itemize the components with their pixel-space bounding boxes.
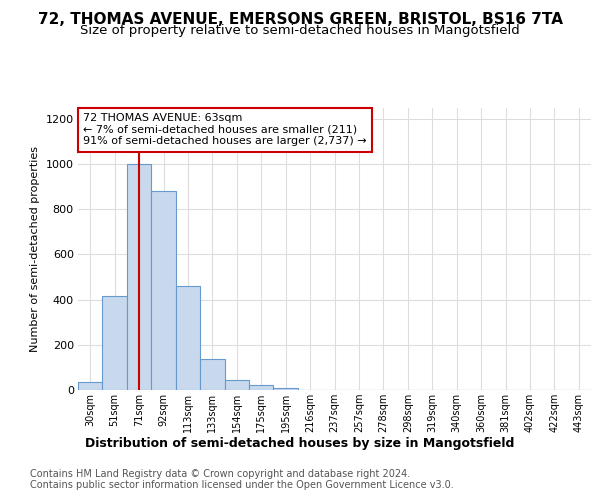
- Bar: [224, 380, 249, 390]
- Bar: [78, 382, 103, 390]
- Bar: [176, 286, 200, 390]
- Bar: [249, 386, 274, 390]
- Bar: [127, 164, 151, 390]
- Text: 72, THOMAS AVENUE, EMERSONS GREEN, BRISTOL, BS16 7TA: 72, THOMAS AVENUE, EMERSONS GREEN, BRIST…: [37, 12, 563, 28]
- Text: Contains public sector information licensed under the Open Government Licence v3: Contains public sector information licen…: [30, 480, 454, 490]
- Text: Contains HM Land Registry data © Crown copyright and database right 2024.: Contains HM Land Registry data © Crown c…: [30, 469, 410, 479]
- Text: Distribution of semi-detached houses by size in Mangotsfield: Distribution of semi-detached houses by …: [85, 438, 515, 450]
- Text: 72 THOMAS AVENUE: 63sqm
← 7% of semi-detached houses are smaller (211)
91% of se: 72 THOMAS AVENUE: 63sqm ← 7% of semi-det…: [83, 113, 367, 146]
- Bar: [151, 191, 176, 390]
- Text: Size of property relative to semi-detached houses in Mangotsfield: Size of property relative to semi-detach…: [80, 24, 520, 37]
- Bar: [103, 296, 127, 390]
- Bar: [274, 388, 298, 390]
- Bar: [200, 360, 224, 390]
- Y-axis label: Number of semi-detached properties: Number of semi-detached properties: [30, 146, 40, 352]
